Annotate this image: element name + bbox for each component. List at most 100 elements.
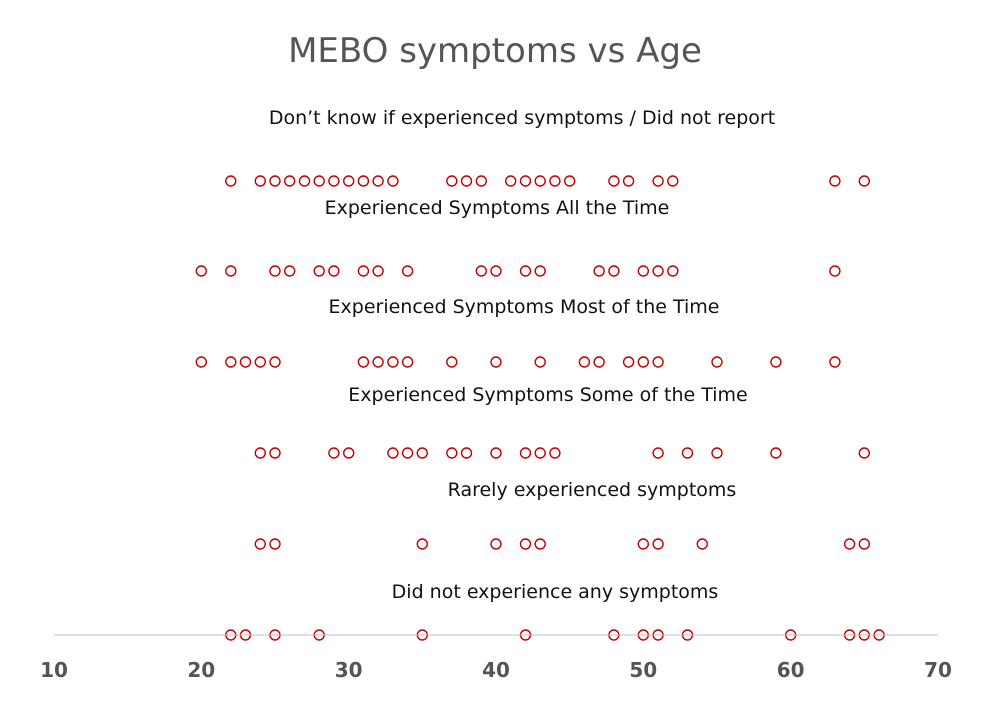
data-point-0-13 [475,175,487,187]
data-point-3-14 [681,447,694,459]
data-point-1-5 [328,265,340,277]
chart-title: MEBO symptoms vs Age [288,31,702,71]
data-point-4-4 [519,538,532,550]
data-point-2-5 [357,356,370,368]
data-point-1-2 [269,265,281,277]
data-point-0-7 [343,175,355,187]
data-point-1-17 [667,265,679,277]
series-label-3: Experienced Symptoms Some of the Time [348,384,747,406]
data-point-2-10 [490,356,502,368]
data-point-2-15 [637,356,649,368]
data-point-0-3 [284,175,296,187]
data-point-2-19 [829,356,841,368]
data-point-1-16 [652,265,664,277]
data-point-3-12 [549,447,561,459]
data-point-0-1 [254,175,266,187]
x-axis-ticks: 10 20 30 40 50 60 70 [40,658,952,682]
data-point-1-0 [195,265,208,277]
data-point-1-3 [284,265,296,277]
data-point-0-8 [357,175,370,187]
x-tick-label-5: 60 [777,658,805,682]
data-point-4-6 [637,538,649,550]
data-point-1-14 [608,265,620,277]
data-point-1-7 [372,265,384,277]
data-point-1-9 [475,265,487,277]
data-point-0-21 [652,175,664,187]
data-point-3-10 [519,447,532,459]
data-point-0-22 [667,175,679,187]
data-point-3-17 [858,447,870,459]
data-point-4-5 [534,538,546,550]
data-point-4-10 [858,538,870,550]
data-point-3-1 [269,447,281,459]
x-tick-label-0: 10 [40,658,68,682]
x-tick-label-3: 40 [482,658,510,682]
data-point-2-8 [401,356,414,368]
data-point-4-0 [254,538,266,550]
data-point-3-6 [416,447,428,459]
data-point-2-17 [711,356,723,368]
data-point-2-12 [578,356,591,368]
data-point-0-12 [460,175,473,187]
data-point-1-4 [313,265,325,277]
x-tick-label-1: 20 [187,658,215,682]
series-label-1: Experienced Symptoms All the Time [325,197,670,219]
data-point-0-2 [269,175,281,187]
data-point-1-6 [357,265,370,277]
data-point-0-10 [387,175,399,187]
x-tick-label-2: 30 [335,658,363,682]
data-point-2-11 [534,356,546,368]
data-point-0-17 [549,175,561,187]
data-point-2-16 [652,356,664,368]
data-point-2-7 [387,356,399,368]
data-point-3-7 [446,447,458,459]
data-point-1-8 [401,265,414,277]
data-point-2-4 [269,356,281,368]
data-point-4-9 [843,538,856,550]
data-point-0-11 [446,175,458,187]
data-point-3-5 [401,447,414,459]
data-point-1-13 [593,265,605,277]
data-point-0-0 [225,175,237,187]
data-point-4-8 [696,538,708,550]
data-point-0-9 [372,175,384,187]
data-point-3-16 [770,447,782,459]
data-point-0-15 [519,175,532,187]
data-point-1-12 [534,265,546,277]
data-point-0-14 [505,175,517,187]
data-point-2-13 [593,356,605,368]
data-point-1-10 [490,265,502,277]
series-label-5: Did not experience any symptoms [392,581,719,603]
data-point-0-18 [564,175,576,187]
data-point-0-4 [298,175,311,187]
row-labels: Don’t know if experienced symptoms / Did… [269,107,775,603]
data-point-1-18 [829,265,841,277]
x-tick-label-4: 50 [629,658,657,682]
data-point-3-0 [254,447,266,459]
data-point-4-7 [652,538,664,550]
data-point-1-11 [519,265,532,277]
data-point-0-19 [608,175,620,187]
x-tick-label-6: 70 [924,658,952,682]
data-point-2-18 [770,356,782,368]
data-point-0-16 [534,175,546,187]
data-point-0-20 [622,175,635,187]
data-point-2-6 [372,356,384,368]
data-point-2-2 [239,356,252,368]
data-point-3-3 [343,447,355,459]
data-point-3-15 [711,447,723,459]
data-point-0-24 [858,175,870,187]
data-point-0-5 [313,175,325,187]
data-point-3-11 [534,447,546,459]
data-point-3-8 [460,447,473,459]
series-label-0: Don’t know if experienced symptoms / Did… [269,107,775,129]
data-point-3-13 [652,447,664,459]
data-point-4-1 [269,538,281,550]
data-point-0-23 [829,175,841,187]
data-point-2-14 [622,356,635,368]
data-point-3-4 [387,447,399,459]
data-point-2-0 [195,356,208,368]
data-point-1-1 [225,265,237,277]
data-point-1-15 [637,265,649,277]
